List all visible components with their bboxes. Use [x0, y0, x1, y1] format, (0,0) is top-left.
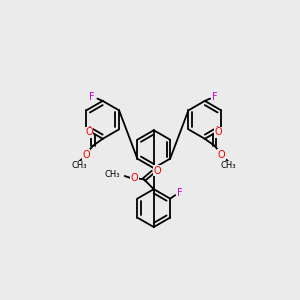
Text: O: O — [215, 127, 223, 137]
Text: CH₃: CH₃ — [105, 170, 121, 179]
Text: O: O — [82, 149, 90, 160]
Text: O: O — [218, 149, 225, 160]
Text: F: F — [89, 92, 95, 102]
Text: O: O — [130, 173, 138, 183]
Text: F: F — [212, 92, 218, 102]
Text: CH₃: CH₃ — [71, 161, 87, 170]
Text: F: F — [177, 188, 182, 198]
Text: O: O — [85, 127, 93, 137]
Text: CH₃: CH₃ — [220, 161, 236, 170]
Text: O: O — [153, 166, 161, 176]
